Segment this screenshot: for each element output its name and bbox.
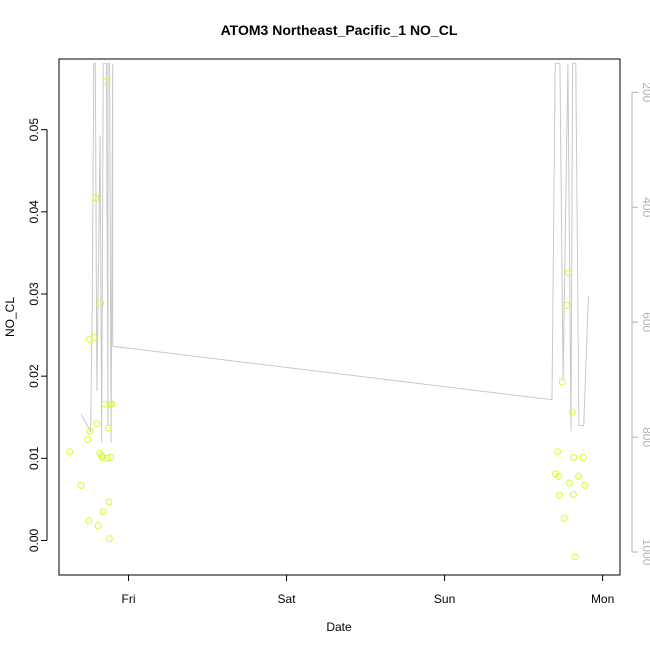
x-tick-label: Fri <box>122 592 136 606</box>
y-tick-label: 0.05 <box>27 118 41 142</box>
data-point <box>94 522 102 530</box>
x-axis-label: Date <box>326 620 352 634</box>
data-point <box>84 435 92 443</box>
data-point <box>92 194 100 202</box>
data-point <box>565 269 573 277</box>
x-tick-label: Sat <box>278 592 297 606</box>
y-tick-label: 0.00 <box>27 528 41 552</box>
data-point <box>90 334 98 341</box>
no-cl-points <box>66 77 589 561</box>
data-point <box>107 454 115 461</box>
data-point <box>105 535 113 543</box>
data-point <box>85 517 93 525</box>
y-tick-label: 0.04 <box>27 200 41 224</box>
data-point <box>558 378 566 386</box>
y-axis-label: NO_CL <box>3 297 17 337</box>
data-point <box>575 472 583 480</box>
data-point <box>556 491 563 499</box>
data-point <box>101 400 109 408</box>
data-point <box>581 481 589 489</box>
y2-tick-label: 1000 <box>640 539 650 566</box>
plot-frame <box>58 58 621 576</box>
x-tick-label: Mon <box>591 592 614 606</box>
data-point <box>86 427 94 435</box>
data-point <box>105 498 113 506</box>
data-point <box>565 479 573 487</box>
data-point <box>99 508 107 516</box>
data-point <box>103 454 111 462</box>
data-point <box>106 401 114 409</box>
y-tick-label: 0.03 <box>27 282 41 306</box>
depth-line-series <box>80 63 589 443</box>
depth-line <box>80 63 589 443</box>
data-point <box>554 448 562 456</box>
y-tick-label: 0.02 <box>27 364 41 388</box>
data-point <box>102 77 110 85</box>
y-tick-label: 0.01 <box>27 446 41 470</box>
y2-tick-label: 600 <box>640 312 650 332</box>
y2-tick-label: 800 <box>640 427 650 447</box>
data-point <box>93 420 101 428</box>
data-point <box>77 481 85 489</box>
data-point <box>571 553 579 561</box>
y2-tick-label: 400 <box>640 197 650 217</box>
chart-title: ATOM3 Northeast_Pacific_1 NO_CL <box>221 22 458 38</box>
data-point <box>66 448 74 456</box>
y2-axis: 200 400 600 800 1000 <box>631 82 650 566</box>
data-point <box>85 335 93 343</box>
data-point <box>570 454 578 461</box>
data-point <box>568 408 576 416</box>
data-point <box>97 299 105 307</box>
y2-tick-label: 200 <box>640 82 650 102</box>
data-point <box>569 491 577 498</box>
data-point <box>579 454 587 461</box>
data-point <box>108 400 116 408</box>
x-tick-label: Sun <box>434 592 455 606</box>
data-point <box>104 424 112 432</box>
y-axis: 0.00 0.01 0.02 0.03 0.04 0.05 <box>27 118 48 552</box>
data-point <box>555 472 563 480</box>
data-point <box>99 454 107 461</box>
data-point <box>560 514 568 522</box>
data-point <box>563 302 571 309</box>
x-axis: Fri Sat Sun Mon <box>122 574 614 606</box>
